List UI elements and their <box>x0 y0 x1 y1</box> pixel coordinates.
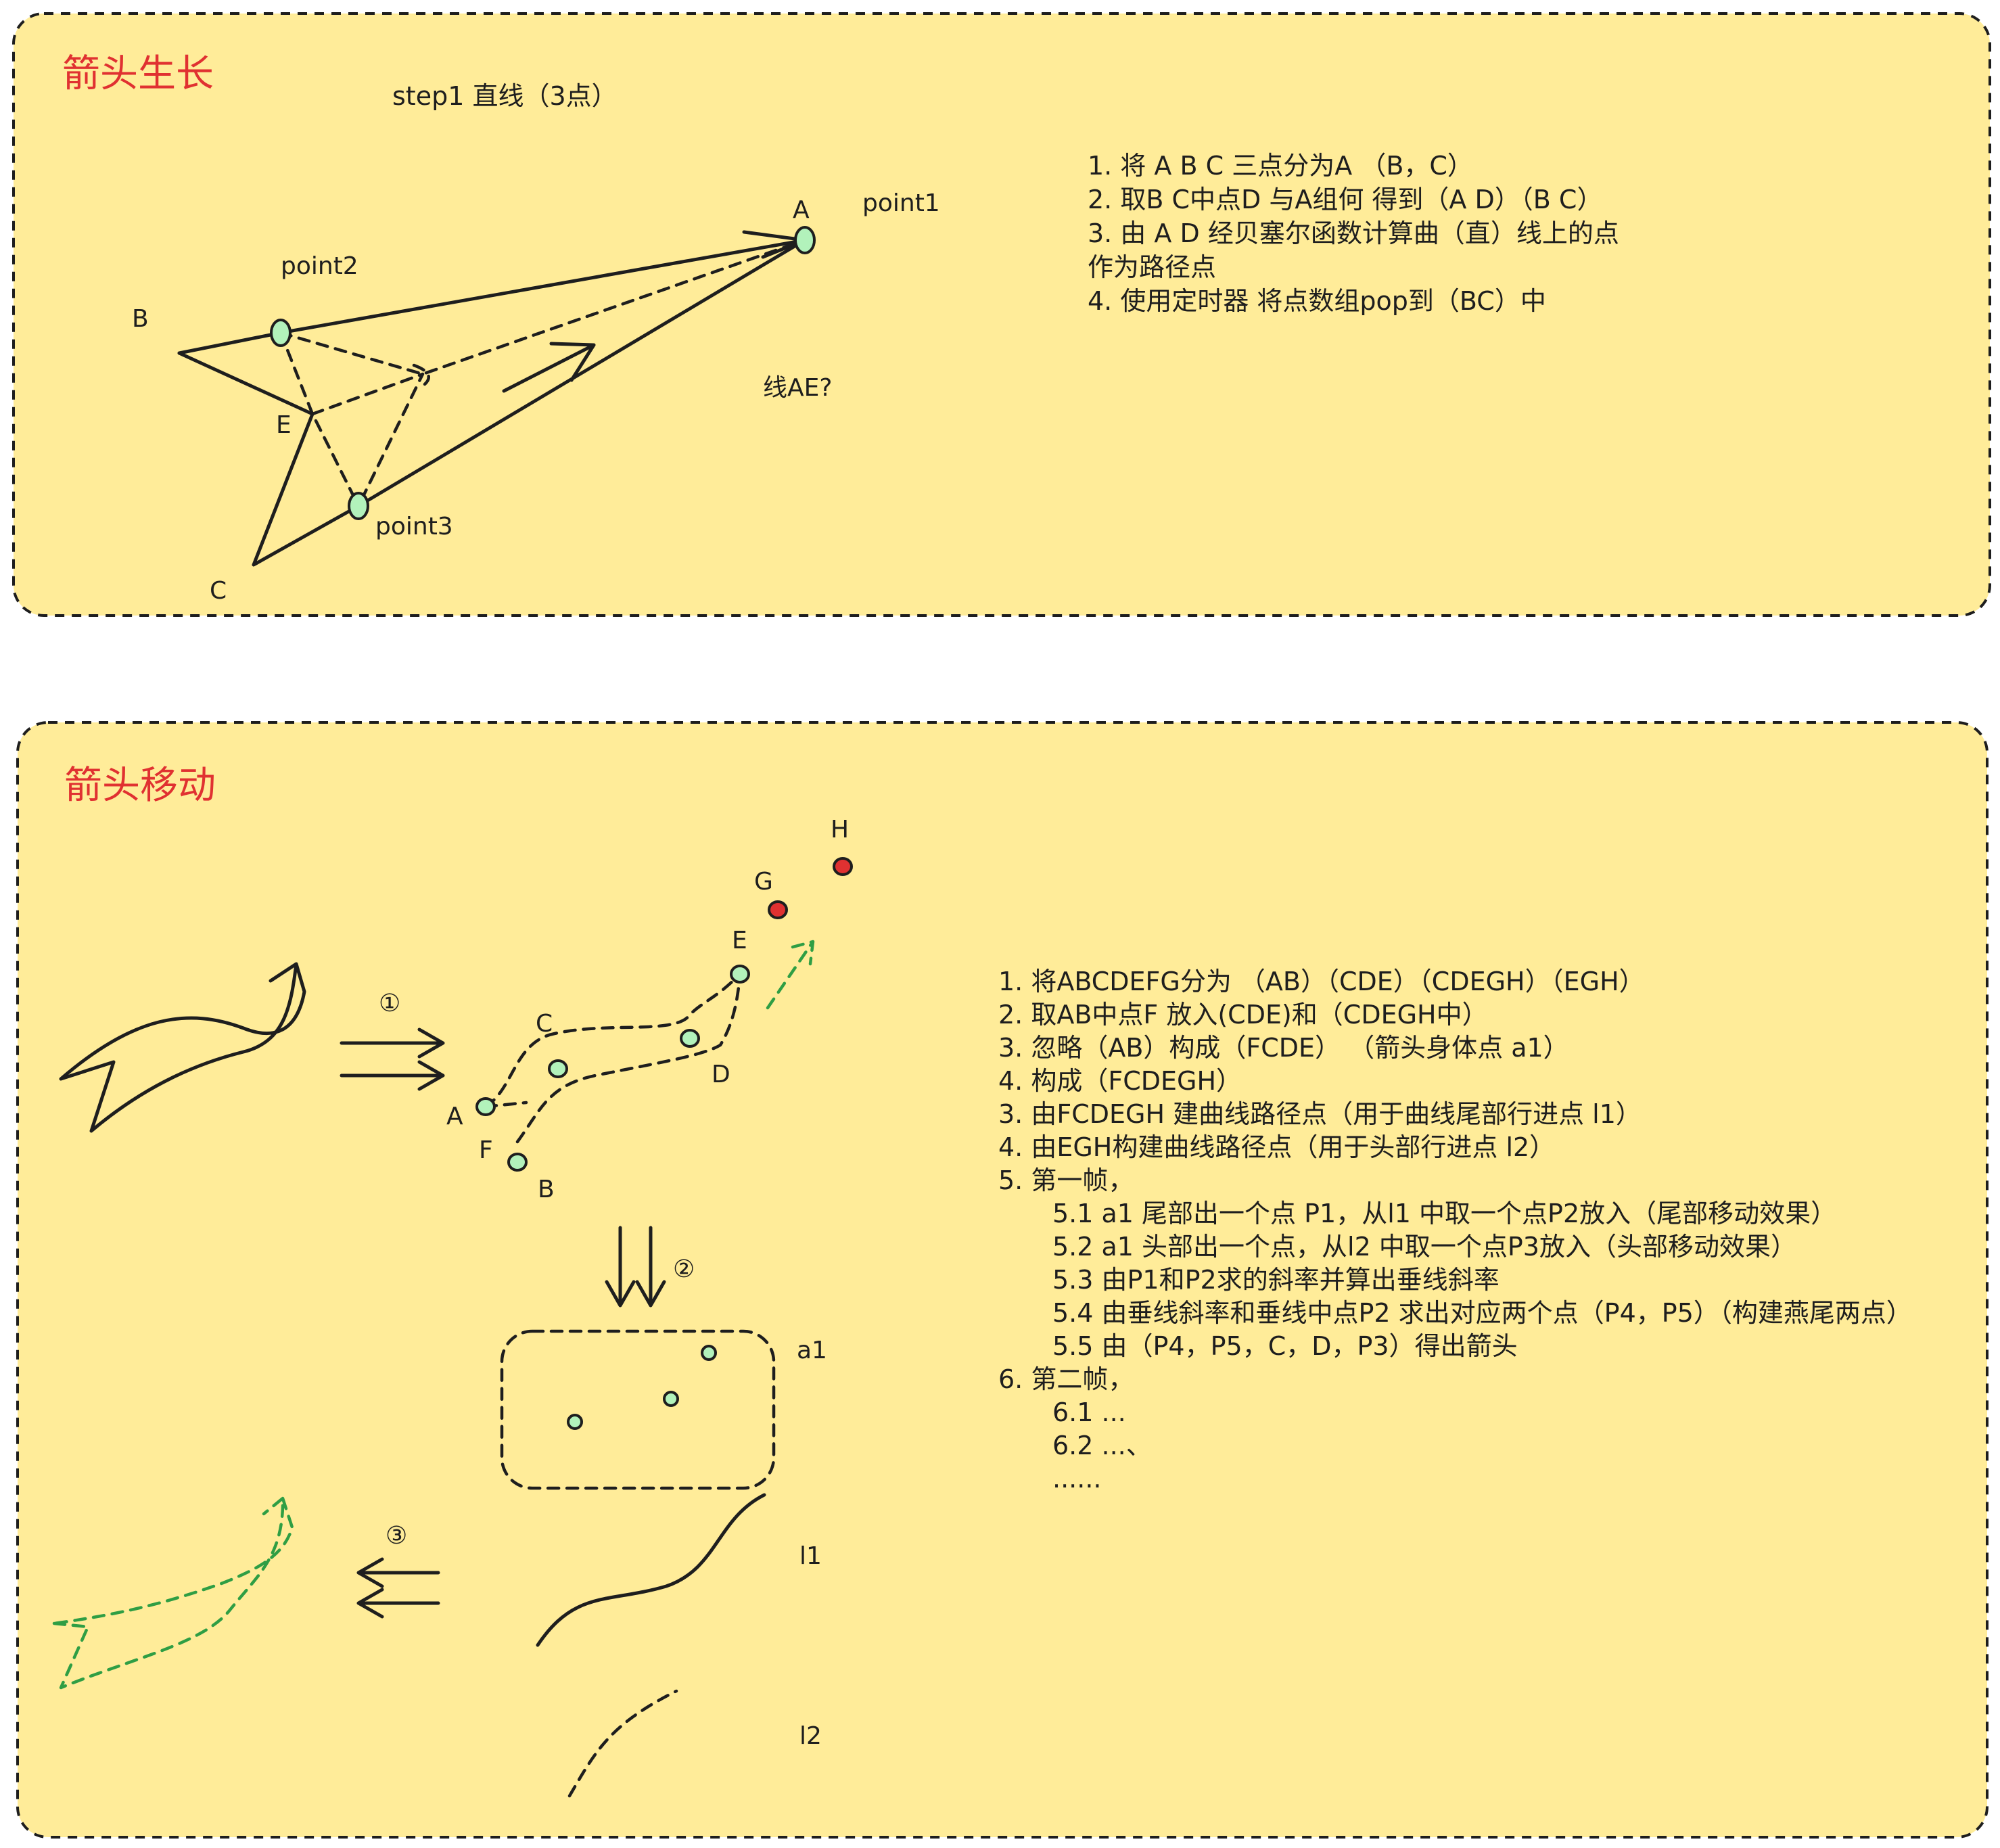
l2-curve <box>567 1689 678 1798</box>
step-marker-1: ① <box>379 990 400 1017</box>
note-line: 2. 取AB中点F 放入(CDE)和（CDEGH中） <box>998 1000 1488 1030</box>
point2 <box>270 319 292 347</box>
section-2-frame <box>16 721 1989 1839</box>
section-arrow-move: 箭头移动 ① A F B C D E G H ② <box>16 721 1989 1839</box>
section-arrow-growth: 箭头生长 step1 直线（3点） A point1 point2 B E po… <box>12 12 1991 617</box>
section-2-notes: 1. 将ABCDEFG分为 （AB）（CDE）（CDEGH）（EGH） 2. 取… <box>998 967 1912 1494</box>
point-a <box>475 1097 496 1116</box>
label-point3: point3 <box>375 513 453 540</box>
note-line: 5. 第一帧， <box>998 1165 1134 1195</box>
note-line: 5.4 由垂线斜率和垂线中点P2 求出对应两个点（P4，P5）（构建燕尾两点） <box>1052 1298 1912 1328</box>
step-marker-2: ② <box>673 1255 695 1283</box>
label-point1: point1 <box>862 189 940 217</box>
label-e: E <box>276 411 292 439</box>
dash-e-d-point3 <box>310 372 425 508</box>
label-g: G <box>754 868 773 896</box>
label-a1: a1 <box>797 1337 827 1364</box>
curly-arrow-solid <box>59 962 306 1133</box>
step1-label: step1 直线（3点） <box>392 81 618 111</box>
label-l2: l2 <box>799 1722 822 1750</box>
note-line: 6. 第二帧， <box>998 1364 1134 1394</box>
note-line: 1. 将 A B C 三点分为A （B，C） <box>1088 151 1473 181</box>
label-line-ae: 线AE? <box>763 374 832 402</box>
a1-point <box>567 1414 583 1430</box>
label-b: B <box>132 305 149 333</box>
point-e <box>730 965 750 984</box>
label-a: A <box>793 196 810 224</box>
note-line: 4. 构成（FCDEGH） <box>998 1066 1242 1096</box>
point-d <box>680 1029 700 1048</box>
label-f: F <box>479 1136 493 1164</box>
label-b: B <box>538 1176 555 1203</box>
note-line: 6.1 ... <box>1052 1397 1126 1427</box>
note-line: 作为路径点 <box>1088 252 1216 282</box>
direction-arrow-shaft <box>502 343 596 393</box>
label-point2: point2 <box>281 252 358 280</box>
double-arrow-down <box>605 1226 666 1308</box>
point-g <box>768 900 788 919</box>
a1-point <box>663 1391 679 1407</box>
note-line: 5.3 由P1和P2求的斜率并算出垂线斜率 <box>1052 1265 1499 1295</box>
note-line: 5.5 由（P4，P5，C，D，P3）得出箭头 <box>1052 1331 1518 1361</box>
section-2-title: 箭头移动 <box>64 764 216 808</box>
note-line: 5.1 a1 尾部出一个点 P1，从l1 中取一个点P2放入（尾部移动效果） <box>1052 1199 1836 1228</box>
green-result-arrow <box>52 1496 294 1690</box>
label-a: A <box>446 1103 463 1130</box>
point3 <box>348 492 369 520</box>
label-c: C <box>536 1010 553 1038</box>
dash-point2-d-a <box>279 238 807 376</box>
section-1-title: 箭头生长 <box>62 52 214 96</box>
a1-group-box <box>500 1329 776 1490</box>
a1-point <box>701 1345 717 1361</box>
point-h <box>833 857 853 876</box>
direction-arrow-head <box>549 342 596 382</box>
label-l1: l1 <box>799 1542 822 1570</box>
note-line: 5.2 a1 头部出一个点，从l2 中取一个点P3放入（头部移动效果） <box>1052 1232 1796 1262</box>
point1-a <box>794 226 816 254</box>
dash-curve-upper <box>484 972 742 1109</box>
note-line: 2. 取B C中点D 与A组何 得到（A D）（B C） <box>1088 185 1602 214</box>
note-line: 3. 忽略（AB）构成（FCDE） （箭头身体点 a1） <box>998 1033 1569 1063</box>
point-b <box>507 1153 528 1172</box>
label-c: C <box>210 577 227 605</box>
line-b-e-c-a <box>177 238 807 567</box>
step-marker-3: ③ <box>386 1522 407 1550</box>
point-c <box>548 1059 568 1078</box>
label-d: D <box>712 1061 730 1088</box>
green-direction-arrow <box>766 940 815 1010</box>
double-arrow-right <box>340 1027 445 1091</box>
double-arrow-left <box>356 1557 440 1619</box>
l1-curve <box>536 1493 766 1647</box>
note-line: 1. 将ABCDEFG分为 （AB）（CDE）（CDEGH）（EGH） <box>998 967 1645 996</box>
label-e: E <box>732 927 747 954</box>
note-line: 6.2 ...、 <box>1052 1431 1152 1460</box>
note-line: 3. 由FCDEGH 建曲线路径点（用于曲线尾部行进点 l1） <box>998 1099 1642 1129</box>
label-h: H <box>831 816 849 844</box>
section-1-frame <box>12 12 1991 617</box>
note-line: 4. 使用定时器 将点数组pop到（BC）中 <box>1088 286 1546 316</box>
section-1-notes: 1. 将 A B C 三点分为A （B，C） 2. 取B C中点D 与A组何 得… <box>1088 151 1619 316</box>
dash-d-marker <box>412 363 430 386</box>
dash-curve-lower <box>515 972 742 1144</box>
note-line: 3. 由 A D 经贝塞尔函数计算曲（直）线上的点 <box>1088 218 1619 248</box>
note-line: ...... <box>1052 1464 1101 1494</box>
note-line: 4. 由EGH构建曲线路径点（用于头部行进点 l2） <box>998 1132 1555 1162</box>
